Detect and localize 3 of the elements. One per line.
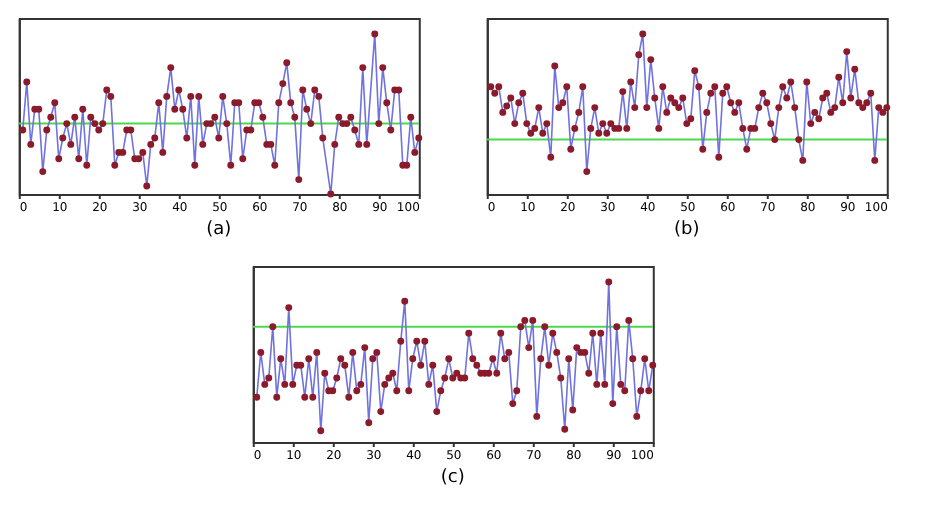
text: (c): [440, 468, 465, 488]
text: (a): [206, 220, 232, 240]
text: (b): [674, 220, 700, 240]
